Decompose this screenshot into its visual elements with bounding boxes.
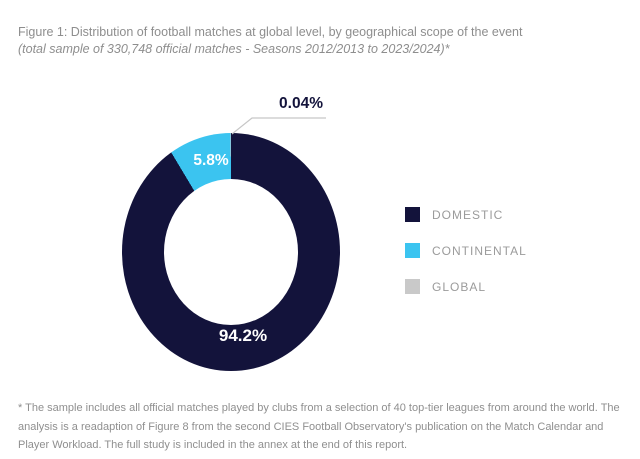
legend-swatch-domestic-icon [405, 207, 420, 222]
legend-swatch-continental-icon [405, 243, 420, 258]
legend-label-continental: CONTINENTAL [432, 243, 527, 258]
footnote: * The sample includes all official match… [18, 402, 620, 451]
slice-label-domestic: 94.2% [218, 326, 268, 345]
legend-item-continental: CONTINENTAL [405, 243, 527, 258]
figure-caption: Figure 1: Distribution of football match… [18, 24, 522, 58]
donut-hole [164, 179, 298, 325]
donut-chart [122, 133, 340, 371]
legend-label-global: GLOBAL [432, 279, 487, 294]
slice-label-global: 0.04% [279, 95, 323, 112]
legend-label-domestic: DOMESTIC [432, 207, 504, 222]
chart-legend: DOMESTIC CONTINENTAL GLOBAL [405, 207, 527, 315]
slice-label-continental: 5.8% [193, 152, 229, 169]
legend-item-domestic: DOMESTIC [405, 207, 527, 222]
legend-item-global: GLOBAL [405, 279, 527, 294]
legend-swatch-global-icon [405, 279, 420, 294]
figure-subtitle: (total sample of 330,748 official matche… [18, 42, 450, 56]
figure-title: Figure 1: Distribution of football match… [18, 25, 523, 39]
